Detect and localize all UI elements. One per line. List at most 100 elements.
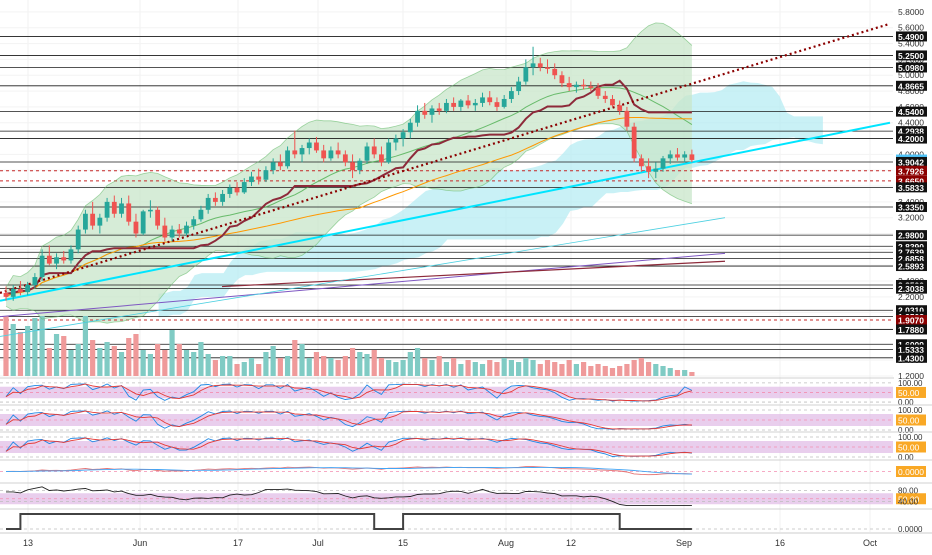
candle[interactable] — [581, 84, 586, 87]
price-label[interactable]: 5.4900 — [898, 32, 924, 42]
candle[interactable] — [357, 160, 363, 171]
candle[interactable] — [415, 110, 420, 123]
candle[interactable] — [393, 138, 399, 143]
candle[interactable] — [573, 84, 579, 88]
candle[interactable] — [559, 75, 565, 84]
candle[interactable] — [25, 284, 31, 293]
candle[interactable] — [205, 197, 211, 210]
candle[interactable] — [501, 98, 507, 107]
candle[interactable] — [54, 257, 59, 264]
price-label[interactable]: 1.4300 — [898, 353, 924, 363]
price-label[interactable]: 2.9800 — [898, 231, 924, 241]
candle[interactable] — [516, 81, 522, 92]
candle[interactable] — [155, 209, 161, 226]
candle[interactable] — [509, 91, 514, 99]
candle[interactable] — [682, 154, 688, 158]
price-label[interactable]: 1.5333 — [898, 345, 924, 355]
candle[interactable] — [364, 146, 370, 161]
candle[interactable] — [523, 67, 529, 82]
candle[interactable] — [444, 102, 449, 111]
candle[interactable] — [400, 132, 406, 139]
candle[interactable] — [227, 187, 233, 194]
price-label[interactable]: 2.0310 — [898, 306, 924, 316]
price-label[interactable]: 2.8390 — [898, 242, 924, 252]
candle[interactable] — [198, 209, 204, 220]
candle[interactable] — [480, 97, 485, 103]
candle[interactable] — [667, 154, 673, 159]
candle[interactable] — [90, 213, 96, 226]
price-label[interactable]: 4.2938 — [898, 127, 924, 137]
candle[interactable] — [3, 292, 9, 297]
candle[interactable] — [292, 150, 298, 155]
candle[interactable] — [660, 158, 666, 169]
candle[interactable] — [451, 102, 457, 107]
candle[interactable] — [68, 249, 74, 261]
candle[interactable] — [458, 100, 464, 107]
price-label[interactable]: 5.0980 — [898, 63, 924, 73]
price-label[interactable]: 4.2000 — [898, 134, 924, 144]
candle[interactable] — [610, 98, 615, 106]
candle[interactable] — [75, 229, 81, 250]
candle[interactable] — [133, 221, 139, 234]
candle[interactable] — [140, 211, 146, 234]
candle[interactable] — [675, 154, 680, 158]
price-label[interactable]: 5.2500 — [898, 51, 924, 61]
candle[interactable] — [350, 162, 355, 171]
candle[interactable] — [263, 170, 269, 180]
candle[interactable] — [119, 203, 124, 214]
candle[interactable] — [472, 102, 478, 106]
price-label[interactable]: 2.3038 — [898, 284, 924, 294]
candle[interactable] — [104, 201, 110, 218]
candle[interactable] — [46, 255, 52, 264]
candle[interactable] — [169, 229, 175, 238]
candles[interactable] — [3, 46, 695, 301]
price-label[interactable]: 2.7639 — [898, 248, 924, 258]
candle[interactable] — [83, 213, 88, 230]
candle[interactable] — [407, 122, 413, 133]
candle[interactable] — [111, 201, 117, 214]
candle[interactable] — [184, 225, 189, 234]
candle[interactable] — [530, 63, 536, 68]
price-label[interactable]: 2.5893 — [898, 262, 924, 272]
candle[interactable] — [595, 87, 601, 96]
candle[interactable] — [689, 154, 695, 160]
candle[interactable] — [566, 83, 572, 88]
candle[interactable] — [306, 142, 312, 149]
price-label[interactable]: 3.5833 — [898, 183, 924, 193]
candle[interactable] — [285, 150, 290, 167]
candle[interactable] — [631, 126, 637, 159]
candle[interactable] — [277, 162, 283, 167]
candle[interactable] — [39, 255, 45, 278]
candle[interactable] — [10, 288, 16, 297]
candle[interactable] — [176, 229, 182, 234]
candle[interactable] — [602, 95, 608, 99]
candle[interactable] — [494, 102, 500, 107]
candle[interactable] — [97, 217, 103, 226]
candle[interactable] — [335, 150, 341, 155]
candle[interactable] — [220, 193, 225, 202]
candle[interactable] — [328, 150, 334, 159]
price-axis[interactable]: 5.80005.60005.40005.20005.00004.80004.60… — [894, 0, 932, 381]
candle[interactable] — [436, 108, 442, 111]
price-label[interactable]: 4.5400 — [898, 107, 924, 117]
candle[interactable] — [234, 187, 240, 193]
time-axis[interactable]: 13 Jun 17 Jul 15 Aug 12 Sep 16 Oct — [0, 532, 932, 548]
candle[interactable] — [162, 225, 168, 238]
candle[interactable] — [429, 108, 435, 115]
candle[interactable] — [386, 142, 392, 163]
candle[interactable] — [653, 168, 659, 172]
candle[interactable] — [552, 68, 558, 76]
candle[interactable] — [321, 150, 327, 159]
candle[interactable] — [638, 158, 644, 167]
candle[interactable] — [422, 110, 428, 115]
price-label[interactable]: 3.9042 — [898, 157, 924, 167]
candle[interactable] — [299, 148, 305, 155]
candle[interactable] — [342, 154, 348, 163]
candle[interactable] — [646, 166, 651, 172]
candle[interactable] — [256, 176, 262, 180]
price-label[interactable]: 4.8665 — [898, 81, 924, 91]
price-label[interactable]: 2.6858 — [898, 254, 924, 264]
candle[interactable] — [191, 219, 197, 226]
candle[interactable] — [241, 182, 247, 193]
